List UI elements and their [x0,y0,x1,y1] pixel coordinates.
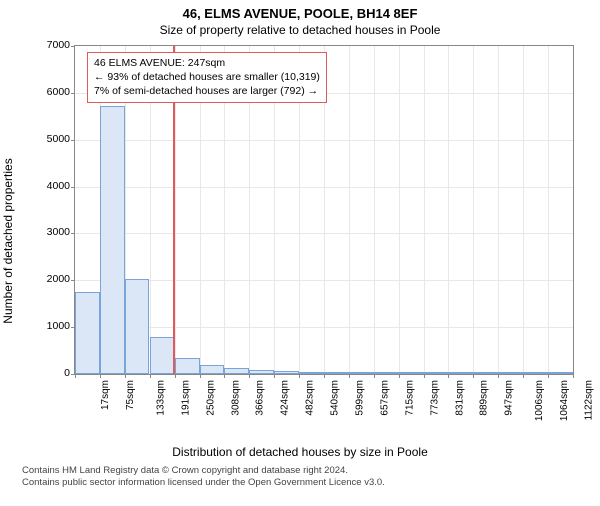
xtick-label: 540sqm [330,380,341,416]
xtick-mark [274,374,275,378]
xtick-label: 715sqm [404,380,415,416]
xtick-label: 308sqm [230,380,241,416]
ytick-mark [71,93,75,94]
ytick-label: 3000 [34,226,70,238]
xtick-label: 424sqm [280,380,291,416]
xtick-mark [473,374,474,378]
xtick-label: 1122sqm [584,380,595,420]
xtick-mark [224,374,225,378]
xtick-label: 657sqm [380,380,391,416]
gridline-v [498,46,499,374]
info-line: 7% of semi-detached houses are larger (7… [94,84,320,98]
xtick-mark [175,374,176,378]
xtick-label: 773sqm [429,380,440,416]
xtick-label: 889sqm [479,380,490,416]
xtick-mark [424,374,425,378]
histogram-bar [249,370,274,374]
info-line: 46 ELMS AVENUE: 247sqm [94,56,320,70]
xtick-mark [448,374,449,378]
plot-area: 46 ELMS AVENUE: 247sqm ← 93% of detached… [74,45,574,375]
xtick-mark [374,374,375,378]
xtick-mark [200,374,201,378]
histogram-bar [75,292,100,374]
histogram-bar [548,372,573,374]
xtick-label: 482sqm [305,380,316,416]
xtick-mark [150,374,151,378]
chart-container: Number of detached properties 46 ELMS AV… [20,41,580,441]
xtick-label: 191sqm [180,380,191,416]
gridline-v [473,46,474,374]
footer-line: Contains HM Land Registry data © Crown c… [22,465,600,477]
ytick-label: 5000 [34,133,70,145]
histogram-bar [324,372,349,374]
info-line: ← 93% of detached houses are smaller (10… [94,70,320,84]
footer: Contains HM Land Registry data © Crown c… [22,465,600,490]
gridline-v [349,46,350,374]
ytick-label: 6000 [34,86,70,98]
histogram-bar [473,372,498,374]
gridline-v [548,46,549,374]
xtick-mark [249,374,250,378]
histogram-bar [125,279,150,374]
histogram-bar [175,358,200,374]
ytick-label: 7000 [34,39,70,51]
histogram-bar [150,337,175,374]
xtick-mark [349,374,350,378]
xtick-label: 1064sqm [559,380,570,421]
ytick-mark [71,187,75,188]
xtick-mark [573,374,574,378]
xtick-label: 133sqm [155,380,166,416]
histogram-bar [299,372,324,374]
xtick-mark [548,374,549,378]
xtick-mark [100,374,101,378]
xtick-label: 1006sqm [535,380,546,421]
ytick-mark [71,46,75,47]
xtick-label: 947sqm [504,380,515,416]
ytick-mark [71,140,75,141]
gridline-v [523,46,524,374]
x-axis-label: Distribution of detached houses by size … [0,445,600,459]
ytick-label: 0 [34,367,70,379]
y-axis-label: Number of detached properties [1,158,15,323]
xtick-mark [324,374,325,378]
ytick-label: 1000 [34,320,70,332]
ytick-label: 2000 [34,273,70,285]
ytick-mark [71,233,75,234]
xtick-mark [125,374,126,378]
footer-line: Contains public sector information licen… [22,477,600,489]
xtick-label: 366sqm [255,380,266,416]
ytick-label: 4000 [34,180,70,192]
xtick-label: 250sqm [205,380,216,416]
xtick-label: 75sqm [125,380,136,410]
xtick-mark [75,374,76,378]
xtick-mark [299,374,300,378]
ytick-mark [71,280,75,281]
gridline-v [399,46,400,374]
histogram-bar [399,372,424,374]
histogram-bar [200,365,225,374]
histogram-bar [374,372,399,374]
histogram-bar [498,372,523,374]
histogram-bar [349,372,374,374]
info-box: 46 ELMS AVENUE: 247sqm ← 93% of detached… [87,52,327,103]
xtick-mark [523,374,524,378]
histogram-bar [100,106,125,374]
xtick-mark [498,374,499,378]
histogram-bar [448,372,473,374]
title-sub: Size of property relative to detached ho… [0,23,600,37]
xtick-label: 599sqm [355,380,366,416]
xtick-label: 17sqm [100,380,111,410]
histogram-bar [523,372,548,374]
gridline-v [424,46,425,374]
xtick-mark [399,374,400,378]
xtick-label: 831sqm [454,380,465,416]
title-main: 46, ELMS AVENUE, POOLE, BH14 8EF [0,6,600,21]
histogram-bar [424,372,449,374]
gridline-v [374,46,375,374]
histogram-bar [224,368,249,374]
gridline-v [448,46,449,374]
histogram-bar [274,371,299,374]
